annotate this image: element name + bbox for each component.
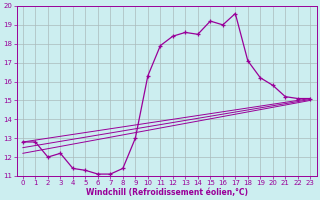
X-axis label: Windchill (Refroidissement éolien,°C): Windchill (Refroidissement éolien,°C): [85, 188, 248, 197]
